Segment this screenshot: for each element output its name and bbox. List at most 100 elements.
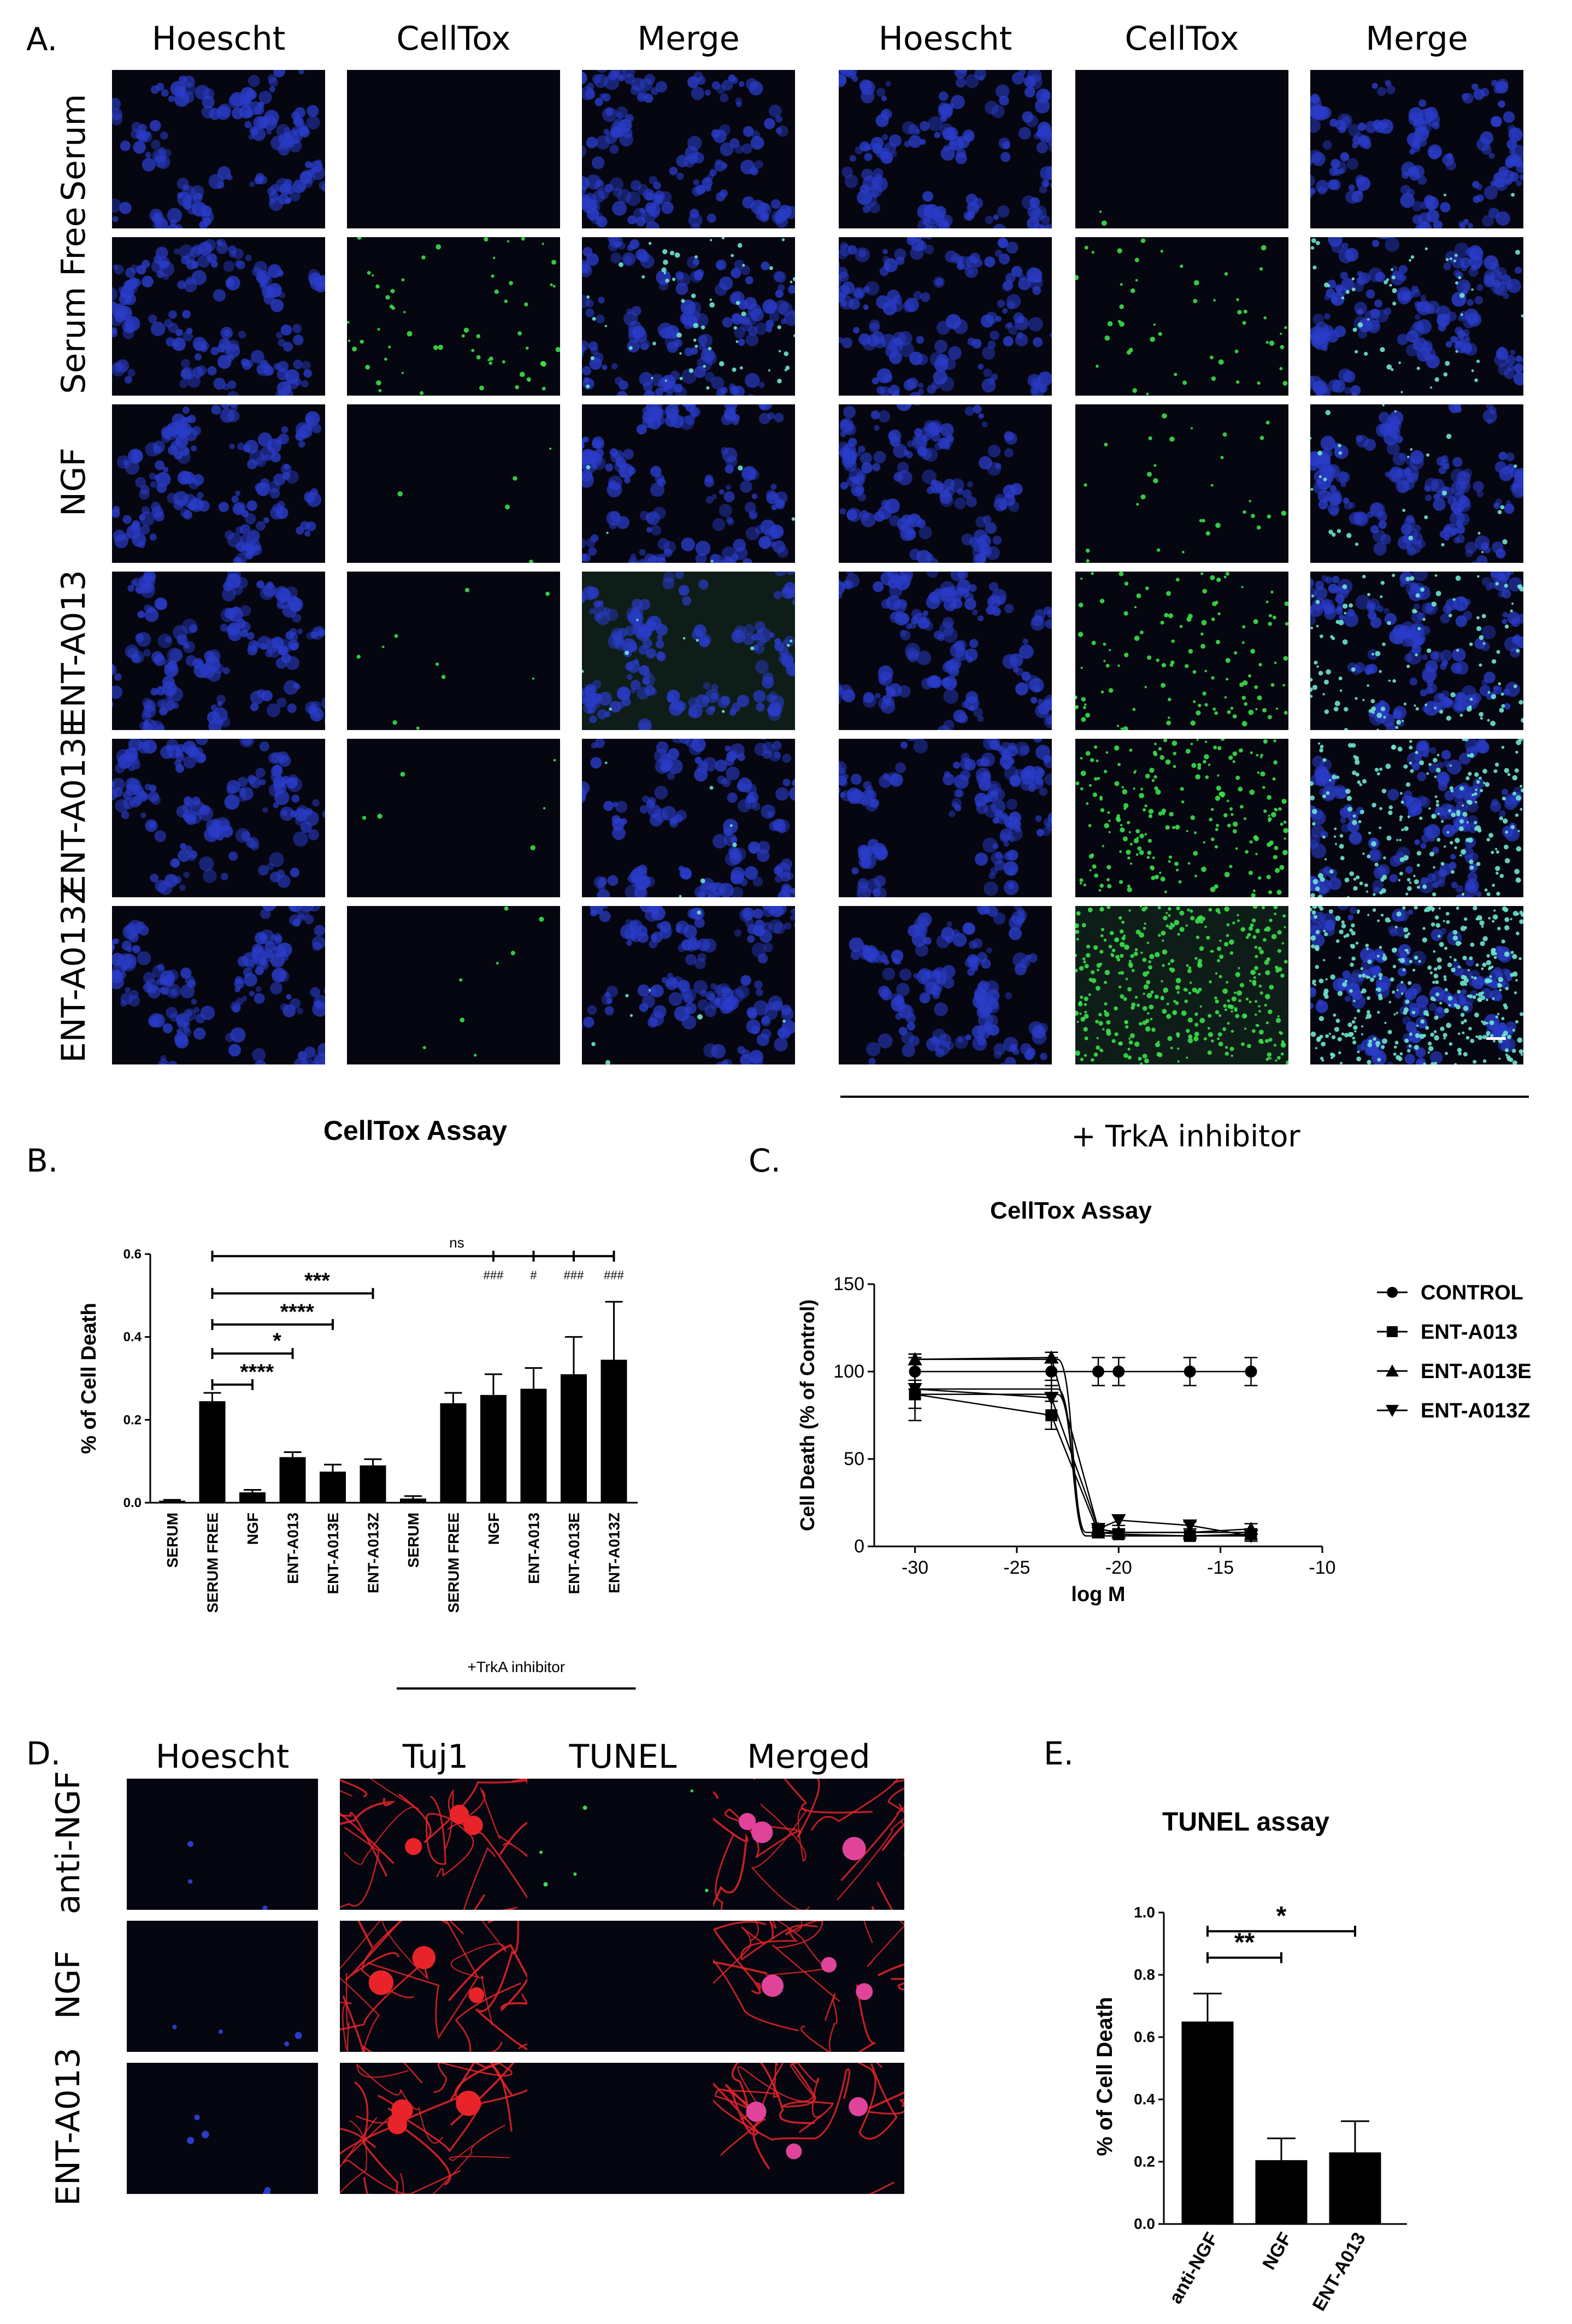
bar [400, 1498, 426, 1503]
significance-label: * [1276, 1902, 1287, 1931]
panel-e-label: E. [1044, 1735, 1074, 1772]
bar [600, 1360, 627, 1503]
micrograph-tile [112, 572, 325, 730]
y-axis-label: Cell Death (% of Control) [796, 1299, 819, 1531]
micrograph-tile [527, 2063, 719, 2194]
column-header: CellTox [396, 20, 511, 58]
micrograph-tile [839, 906, 1052, 1064]
micrograph-tile [839, 404, 1052, 563]
micrograph-tile [1075, 572, 1288, 730]
panel-a-label: A. [26, 21, 58, 58]
micrograph-tile [1075, 237, 1288, 396]
data-point [1386, 1405, 1399, 1417]
trka-inhibitor-line [840, 1096, 1529, 1098]
panel-a-right-caption: + TrkA inhibitor [1071, 1119, 1300, 1154]
chart-title: CellTox Assay [990, 1197, 1152, 1224]
x-tick-label: NGF [1258, 2229, 1296, 2273]
bar [1329, 2152, 1381, 2224]
column-header: Hoescht [878, 20, 1012, 58]
fit-curve [915, 1388, 1251, 1537]
y-tick-label: 50 [844, 1449, 864, 1469]
micrograph-tile [839, 739, 1052, 897]
micrograph-tile [127, 1921, 318, 2052]
data-point [1044, 1392, 1059, 1405]
y-tick-label: 0.6 [1134, 2028, 1155, 2045]
x-tick-label: ENT-A013Z [365, 1513, 382, 1593]
bar [199, 1401, 226, 1503]
micrograph-tile [347, 70, 560, 228]
row-label: NGF [49, 1950, 87, 2019]
micrograph-tile [1075, 739, 1288, 897]
bar [1255, 2160, 1308, 2224]
panel-a-left-caption: CellTox Assay [323, 1115, 508, 1146]
x-tick-label: -10 [1309, 1557, 1335, 1578]
micrograph-tile [127, 2063, 318, 2194]
row-label: ENT-A013 [49, 2048, 87, 2206]
micrograph-tile [1075, 404, 1288, 563]
micrograph-tile [112, 237, 325, 396]
x-tick-label: NGF [244, 1513, 261, 1545]
micrograph-tile [527, 1779, 719, 1910]
significance-label: ** [1234, 1928, 1255, 1957]
x-tick-label: -15 [1207, 1557, 1234, 1578]
y-tick-label: 150 [833, 1274, 864, 1295]
bar [1181, 2021, 1234, 2224]
y-tick-label: 0.2 [1134, 2153, 1155, 2170]
data-point [1184, 1366, 1196, 1378]
x-tick-label: NGF [485, 1513, 502, 1545]
bar [520, 1388, 547, 1503]
hash-label: ### [484, 1268, 504, 1282]
micrograph-tile [582, 739, 795, 897]
y-tick-label: 0.0 [123, 1496, 142, 1510]
scale-bar-d [813, 2279, 868, 2282]
bar [239, 1492, 266, 1503]
column-header: Merge [1365, 20, 1468, 58]
micrograph-tile [340, 1921, 531, 2052]
hash-label: ### [564, 1268, 584, 1282]
column-header: Tuj1 [402, 1738, 469, 1776]
x-tick-label: -20 [1105, 1557, 1132, 1578]
x-tick-label: ENT-A013E [325, 1513, 342, 1594]
micrograph-tile [1310, 739, 1523, 897]
group-label: +TrkA inhibitor [467, 1658, 565, 1675]
micrograph-tile [839, 237, 1052, 396]
significance-label: *** [304, 1269, 330, 1293]
micrograph-tile [1310, 70, 1523, 228]
data-point [1092, 1366, 1104, 1378]
x-tick-label: ENT-A013 [526, 1513, 543, 1584]
y-tick-label: 0.2 [123, 1413, 142, 1427]
hash-label: ### [604, 1268, 624, 1282]
series-line [915, 1388, 1251, 1537]
micrograph-tile [582, 237, 795, 396]
bar [480, 1395, 507, 1503]
panel-c-line-chart: CellTox Assay 0 50 100 150 -30 -25 -20 -15 -10 log… [796, 1197, 1532, 1606]
column-header: CellTox [1124, 20, 1239, 58]
data-point [1111, 1514, 1126, 1528]
x-tick-label: SERUM FREE [445, 1513, 462, 1613]
bar [320, 1472, 346, 1503]
micrograph-tile [713, 2063, 904, 2194]
data-point [908, 1383, 922, 1397]
column-header: Merge [637, 20, 740, 58]
micrograph-tile [340, 2063, 531, 2194]
x-tick-label: -30 [902, 1557, 928, 1578]
data-point [1386, 1364, 1399, 1376]
micrograph-tile [347, 237, 560, 396]
bar [360, 1465, 386, 1503]
row-label: ENT-A013E [55, 716, 93, 896]
y-tick-label: 0 [854, 1536, 864, 1557]
series-line [915, 1357, 1251, 1533]
panel-c-label: C. [749, 1142, 781, 1179]
micrograph-tile [1075, 70, 1288, 228]
micrograph-tile [582, 572, 795, 730]
micrograph-tile [1310, 237, 1523, 396]
data-point [1244, 1529, 1258, 1543]
micrograph-tile [1310, 572, 1523, 730]
x-tick-label: ENT-A013 [1309, 2229, 1370, 2314]
panel-b-label: B. [26, 1142, 58, 1179]
legend-label: ENT-A013E [1421, 1360, 1532, 1383]
micrograph-tile [112, 70, 325, 228]
micrograph-tile [112, 739, 325, 897]
scale-bar [1486, 1037, 1506, 1040]
data-point [1044, 1350, 1059, 1364]
